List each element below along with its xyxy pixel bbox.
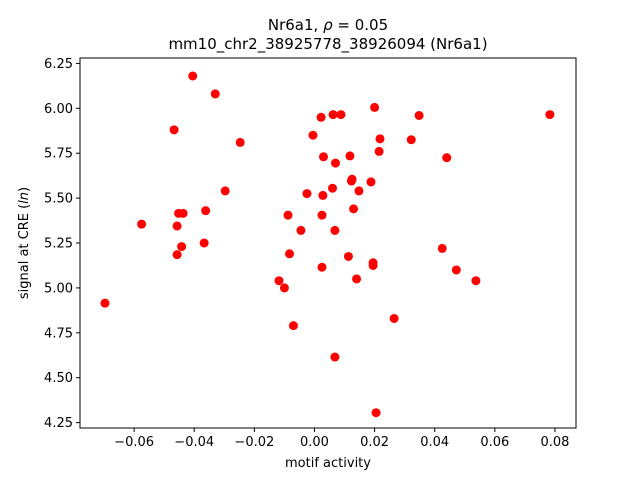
y-tick-label: 5.25 [44,237,73,252]
chart-title-line1: Nr6a1, ρ = 0.05 [268,16,388,34]
data-point [169,125,179,135]
y-tick-label: 6.00 [44,102,73,117]
data-point [288,321,298,331]
data-point [318,190,328,200]
data-point [343,251,353,261]
chart-title-line2: mm10_chr2_38925778_38926094 (Nr6a1) [168,35,487,54]
data-point [308,130,318,140]
x-tick-label: 0.08 [540,435,569,450]
data-point [279,283,289,293]
y-tick-label: 6.25 [44,57,73,72]
data-point [368,260,378,270]
data-point [545,110,555,120]
y-tick-label: 4.75 [44,326,73,341]
y-tick-label: 5.50 [44,192,73,207]
data-point [374,146,384,156]
data-point [471,276,481,286]
data-point [137,219,147,229]
data-point [331,158,341,168]
data-point [210,89,220,99]
data-point [354,186,364,196]
data-point [375,134,385,144]
x-tick-label: −0.06 [114,435,154,450]
x-tick-label: 0.04 [420,435,449,450]
data-point [220,186,230,196]
data-point [177,242,187,252]
y-axis: 4.25 4.50 4.75 5.00 5.25 5.50 5.75 6.00 6.25 [44,57,80,431]
data-point [330,225,340,235]
y-tick-label: 4.50 [44,371,73,386]
plot-area [100,71,555,418]
data-point [178,208,188,218]
data-point [347,174,357,184]
x-axis: −0.06 −0.04 −0.02 0.00 0.02 0.04 0.06 0.08 [114,428,569,450]
data-point [283,210,293,220]
data-point [406,135,416,145]
data-point [100,298,110,308]
data-point [172,221,182,231]
data-point [201,206,211,216]
x-tick-label: −0.02 [234,435,274,450]
y-tick-label: 4.25 [44,416,73,431]
data-point [302,189,312,199]
data-point [352,274,362,284]
data-point [274,276,284,286]
data-point [188,71,198,81]
data-point [317,210,327,220]
data-point [336,110,346,120]
x-axis-label: motif activity [285,456,371,471]
data-point [318,152,328,162]
x-tick-label: 0.06 [480,435,509,450]
x-tick-label: −0.04 [174,435,214,450]
data-point [345,151,355,161]
y-tick-label: 5.75 [44,147,73,162]
data-point [370,102,380,112]
data-point [199,238,209,248]
data-point [437,243,447,253]
y-tick-label: 5.00 [44,281,73,296]
data-point [328,110,338,120]
data-point [330,352,340,362]
data-point [371,408,381,418]
x-tick-label: 0.00 [300,435,329,450]
data-point [317,262,327,272]
data-point [451,265,461,275]
data-point [414,110,424,120]
data-point [366,177,376,187]
data-point [442,153,452,163]
data-point [235,137,245,147]
data-point [296,225,306,235]
y-axis-label: signal at CRE (ln) [17,187,32,299]
x-tick-label: 0.02 [360,435,389,450]
data-point [349,204,359,214]
data-point [316,112,326,122]
data-point [389,313,399,323]
data-point [172,250,182,260]
data-point [328,183,338,193]
data-point [285,249,295,259]
